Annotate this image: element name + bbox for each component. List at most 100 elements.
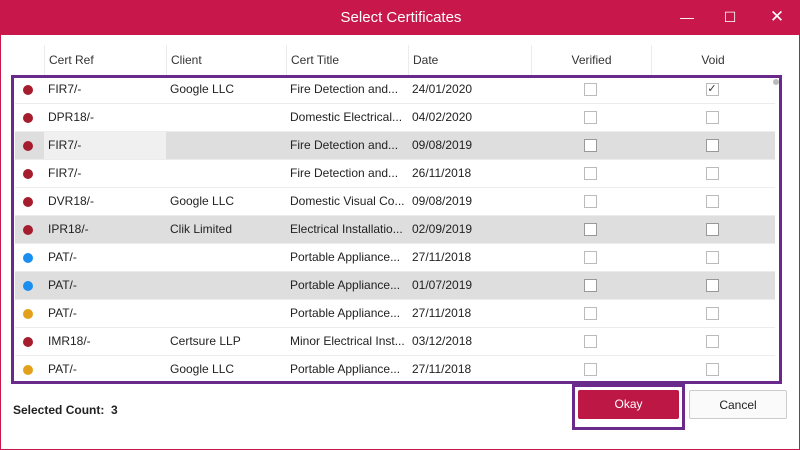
cell-client: Google LLC	[170, 194, 235, 208]
column-header-client[interactable]: Client	[166, 45, 286, 76]
void-checkbox[interactable]	[705, 167, 719, 180]
table-row[interactable]: DVR18/- Google LLC Domestic Visual Co... 09…	[15, 188, 775, 216]
verified-checkbox[interactable]	[584, 83, 597, 96]
status-dot-icon	[23, 225, 33, 235]
status-dot-icon	[23, 169, 33, 179]
cell-date: 26/11/2018	[412, 166, 472, 180]
okay-button[interactable]: Okay	[578, 390, 679, 419]
selected-count: Selected Count: 3	[13, 403, 118, 417]
cell-title: Fire Detection and...	[290, 166, 399, 180]
table-row[interactable]: DPR18/- Domestic Electrical... 04/02/2020	[15, 104, 775, 132]
cell-client	[166, 132, 286, 159]
cell-ref: FIR7/-	[48, 166, 82, 180]
grid-header: Cert Ref Client Cert Title Date Verified Void	[15, 45, 775, 76]
verified-checkbox[interactable]	[584, 167, 597, 180]
cell-client	[166, 244, 286, 271]
table-row[interactable]: PAT/- Portable Appliance... 01/07/2019	[15, 272, 775, 300]
cancel-button[interactable]: Cancel	[689, 390, 787, 419]
close-icon[interactable]: ✕	[769, 7, 785, 26]
verified-checkbox[interactable]	[584, 335, 597, 348]
cell-ref: PAT/-	[48, 278, 77, 292]
minimize-icon[interactable]: —	[680, 9, 694, 25]
cell-title: Portable Appliance...	[290, 250, 401, 264]
column-header-cert-title[interactable]: Cert Title	[286, 45, 408, 76]
cell-ref: IMR18/-	[48, 334, 91, 348]
void-checkbox[interactable]: ✓	[705, 83, 719, 96]
verified-checkbox[interactable]	[584, 195, 597, 208]
status-dot-icon	[23, 281, 33, 291]
void-checkbox[interactable]	[705, 111, 719, 124]
void-checkbox[interactable]	[705, 223, 719, 236]
cell-date: 27/11/2018	[412, 362, 472, 376]
cell-ref: IPR18/-	[48, 222, 89, 236]
grid-body: FIR7/- Google LLC Fire Detection and... 24/…	[15, 76, 775, 382]
cell-title: Minor Electrical Inst...	[290, 334, 405, 348]
cell-title: Portable Appliance...	[290, 278, 401, 292]
void-checkbox[interactable]	[705, 279, 719, 292]
void-checkbox[interactable]	[705, 363, 719, 376]
status-dot-icon	[23, 365, 33, 375]
column-header-status[interactable]	[15, 45, 44, 76]
cell-ref: DVR18/-	[48, 194, 95, 208]
status-dot-icon	[23, 253, 33, 263]
cell-date: 01/07/2019	[412, 278, 473, 292]
cell-ref: PAT/-	[48, 362, 77, 376]
cell-client	[166, 160, 286, 187]
cell-title: Fire Detection and...	[290, 138, 399, 152]
cell-date: 27/11/2018	[412, 306, 472, 320]
column-header-cert-ref[interactable]: Cert Ref	[44, 45, 166, 76]
table-row[interactable]: FIR7/- Google LLC Fire Detection and... 24/…	[15, 76, 775, 104]
cell-date: 03/12/2018	[412, 334, 473, 348]
scrollbar[interactable]	[773, 79, 779, 379]
table-row[interactable]: IMR18/- Certsure LLP Minor Electrical Inst…	[15, 328, 775, 356]
cell-date: 09/08/2019	[412, 194, 473, 208]
cell-client	[166, 272, 286, 299]
cell-ref: PAT/-	[48, 250, 77, 264]
table-row[interactable]: PAT/- Portable Appliance... 27/11/2018	[15, 244, 775, 272]
table-row[interactable]: PAT/- Portable Appliance... 27/11/2018	[15, 300, 775, 328]
verified-checkbox[interactable]	[584, 251, 597, 264]
void-checkbox[interactable]	[705, 251, 719, 264]
title-bar: Select Certificates — ☐ ✕	[1, 1, 800, 35]
cell-date: 04/02/2020	[412, 110, 473, 124]
window-title: Select Certificates	[340, 9, 462, 26]
cell-client: Google LLC	[170, 82, 235, 96]
selected-count-label: Selected Count:	[13, 403, 105, 417]
cell-ref: DPR18/-	[48, 110, 95, 124]
maximize-icon[interactable]: ☐	[723, 9, 737, 25]
cell-client: Certsure LLP	[170, 334, 241, 348]
column-header-date[interactable]: Date	[408, 45, 531, 76]
status-dot-icon	[23, 309, 33, 319]
verified-checkbox[interactable]	[584, 223, 597, 236]
status-dot-icon	[23, 85, 33, 95]
cell-date: 27/11/2018	[412, 250, 472, 264]
verified-checkbox[interactable]	[584, 111, 597, 124]
verified-checkbox[interactable]	[584, 363, 597, 376]
verified-checkbox[interactable]	[584, 307, 597, 320]
verified-checkbox[interactable]	[584, 139, 597, 152]
verified-checkbox[interactable]	[584, 279, 597, 292]
void-checkbox[interactable]	[705, 307, 719, 320]
table-row[interactable]: FIR7/- Fire Detection and... 26/11/2018	[15, 160, 775, 188]
cell-client: Google LLC	[170, 362, 235, 376]
void-checkbox[interactable]	[705, 195, 719, 208]
cell-title: Portable Appliance...	[290, 306, 401, 320]
void-checkbox[interactable]	[705, 139, 719, 152]
cell-client: Clik Limited	[170, 222, 233, 236]
table-row[interactable]: IPR18/- Clik Limited Electrical Installati…	[15, 216, 775, 244]
column-header-void[interactable]: Void	[651, 45, 774, 76]
cell-client	[166, 300, 286, 327]
cell-date: 24/01/2020	[412, 82, 473, 96]
cell-ref: FIR7/-	[44, 132, 166, 159]
cell-title: Portable Appliance...	[290, 362, 401, 376]
cell-date: 02/09/2019	[412, 222, 473, 236]
table-row[interactable]: FIR7/- Fire Detection and... 09/08/2019	[15, 132, 775, 160]
status-dot-icon	[23, 197, 33, 207]
certificates-grid: Cert Ref Client Cert Title Date Verified Void…	[15, 45, 775, 382]
cell-title: Domestic Electrical...	[290, 110, 403, 124]
table-row[interactable]: PAT/- Google LLC Portable Appliance... 27/1…	[15, 356, 775, 382]
status-dot-icon	[23, 337, 33, 347]
void-checkbox[interactable]	[705, 335, 719, 348]
column-header-verified[interactable]: Verified	[531, 45, 651, 76]
